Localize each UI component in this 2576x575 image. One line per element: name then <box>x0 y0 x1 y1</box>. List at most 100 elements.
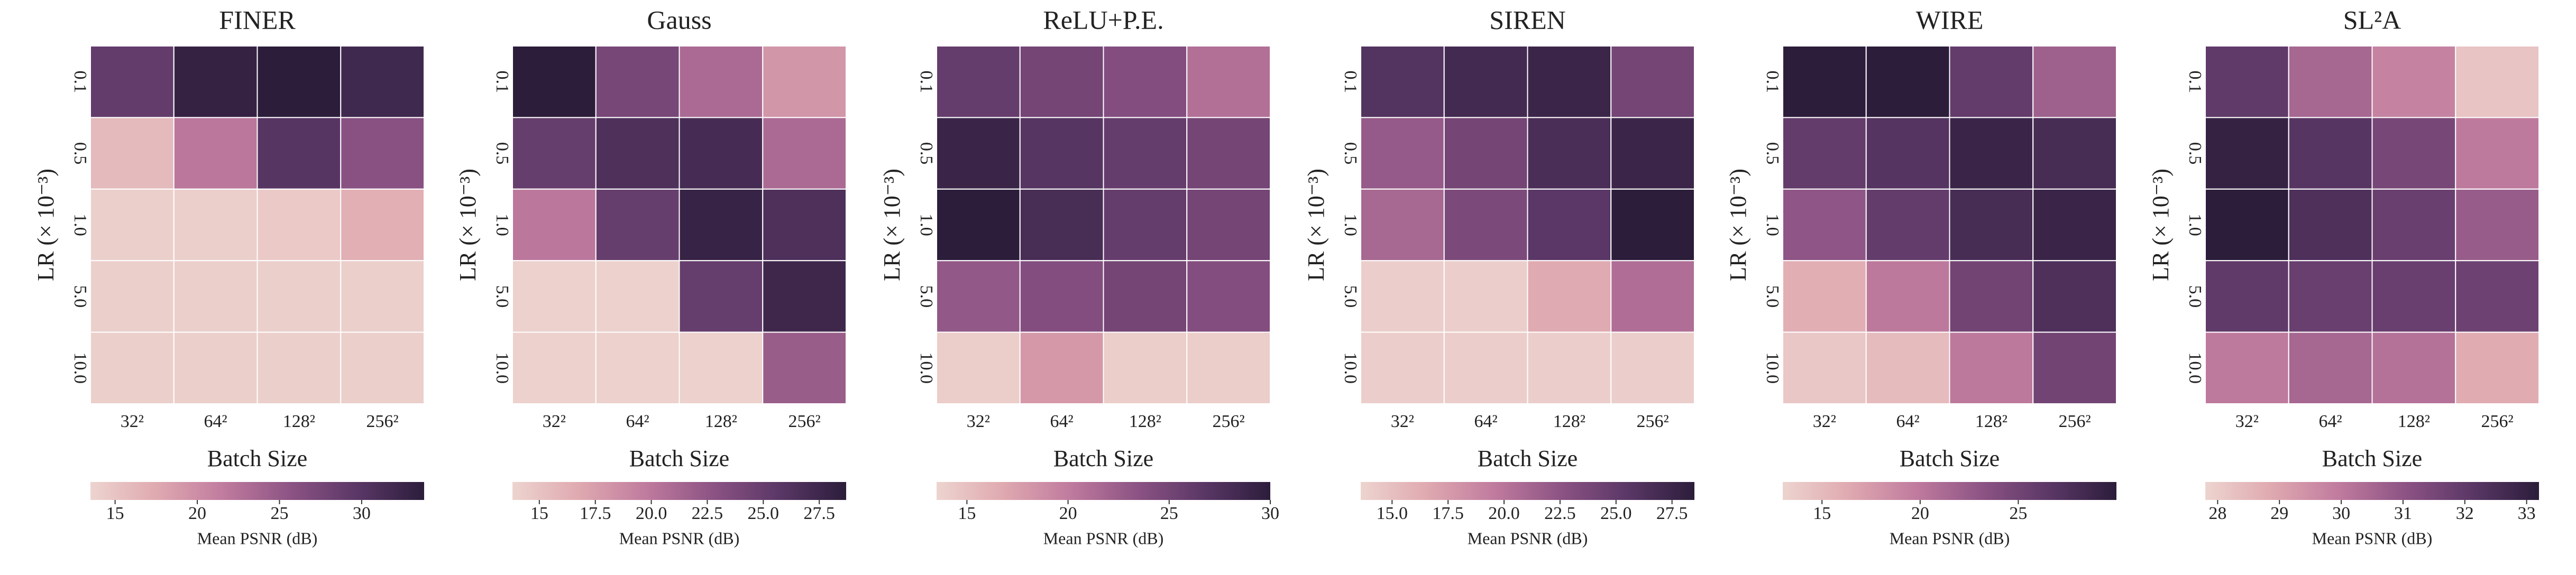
y-tick-label: 10.0 <box>70 353 90 384</box>
heatmap-cell <box>679 260 764 333</box>
heatmap-cell <box>1610 117 1695 190</box>
y-tick-label: 0.5 <box>492 142 512 165</box>
heatmap-cell <box>1019 188 1104 262</box>
heatmap-cell <box>595 45 680 118</box>
y-tick-label: 10.0 <box>1763 353 1782 384</box>
heatmap-cell <box>1360 117 1445 190</box>
y-tick-label: 5.0 <box>2185 285 2205 308</box>
heatmap-cell <box>1527 45 1612 118</box>
heatmap-cell <box>1527 188 1612 262</box>
x-tick-label: 128² <box>1129 412 1161 431</box>
heatmap-cell <box>1782 260 1867 333</box>
colorbar-tick-label: 30 <box>2332 504 2350 523</box>
heatmap-cell <box>936 188 1021 262</box>
heatmap-cell <box>1103 188 1188 262</box>
panel-title: Gauss <box>647 5 711 34</box>
heatmap-cell <box>1949 117 2034 190</box>
heatmap-cell <box>2205 188 2289 262</box>
heatmap-cell <box>340 188 425 262</box>
colorbar-label: Mean PSNR (dB) <box>1043 528 1164 548</box>
heatmap-cell <box>2371 45 2456 118</box>
heatmap-cell <box>1610 188 1695 262</box>
heatmap-cell <box>1019 45 1104 118</box>
heatmap-cell <box>173 188 258 262</box>
heatmap-cell <box>936 331 1021 404</box>
heatmap-cell <box>1103 331 1188 404</box>
x-axis-label: Batch Size <box>629 446 729 471</box>
heatmap-cell <box>2288 260 2373 333</box>
colorbar-label: Mean PSNR (dB) <box>1468 528 1588 548</box>
heatmap-cell <box>1443 45 1528 118</box>
heatmap-cell <box>1103 117 1188 190</box>
colorbar-tick-label: 25 <box>2009 504 2027 523</box>
heatmap-cell <box>679 117 764 190</box>
heatmap-cell <box>2288 331 2373 404</box>
y-axis-label: LR (× 10⁻³) <box>1725 169 1751 281</box>
heatmap-cell <box>1949 331 2034 404</box>
colorbar <box>512 482 846 500</box>
y-tick-label: 0.1 <box>2185 70 2205 93</box>
heatmap-cell <box>1443 188 1528 262</box>
y-tick-label: 0.1 <box>1763 70 1782 93</box>
heatmap-cell <box>2371 188 2456 262</box>
colorbar-tick-label: 15 <box>958 504 976 523</box>
colorbar-tick-label: 15 <box>1813 504 1831 523</box>
x-tick-label: 64² <box>1474 412 1498 431</box>
y-tick-label: 5.0 <box>70 285 90 308</box>
heatmap-cell <box>340 117 425 190</box>
heatmap-cell <box>512 331 597 404</box>
heatmap-cell <box>1865 331 1950 404</box>
colorbar-label: Mean PSNR (dB) <box>197 528 318 548</box>
heatmap-cell <box>1865 45 1950 118</box>
heatmap-cell <box>762 188 847 262</box>
x-tick-label: 128² <box>1975 412 2007 431</box>
heatmap-cell <box>2455 260 2540 333</box>
heatmap-cell <box>90 45 175 118</box>
colorbar-tick-label: 32 <box>2456 504 2474 523</box>
y-tick-label: 0.5 <box>916 142 936 165</box>
heatmap-cell <box>595 117 680 190</box>
heatmap-cell <box>2032 331 2117 404</box>
heatmap-cell <box>1103 260 1188 333</box>
colorbar-tick-label: 25 <box>1160 504 1178 523</box>
heatmap-cell <box>512 188 597 262</box>
heatmap-cell <box>1019 331 1104 404</box>
colorbar-tick-label: 15 <box>530 504 548 523</box>
heatmap-cell <box>1443 331 1528 404</box>
y-tick-label: 0.5 <box>70 142 90 165</box>
heatmap-cell <box>90 117 175 190</box>
heatmap-cell <box>2455 117 2540 190</box>
colorbar-tick-label: 30 <box>1261 504 1279 523</box>
heatmap-cell <box>256 188 342 262</box>
y-tick-label: 0.1 <box>1341 70 1360 93</box>
colorbar <box>90 482 424 500</box>
colorbar <box>937 482 1270 500</box>
heatmap-cell <box>679 45 764 118</box>
heatmap-cell <box>173 117 258 190</box>
colorbar-tick-label: 17.5 <box>580 504 611 523</box>
y-tick-label: 5.0 <box>492 285 512 308</box>
heatmap-cell <box>1527 260 1612 333</box>
y-tick-label: 5.0 <box>1763 285 1782 308</box>
x-axis-label: Batch Size <box>1053 446 1153 471</box>
heatmap-cell <box>340 45 425 118</box>
x-tick-label: 128² <box>283 412 315 431</box>
heatmap-cell <box>1782 45 1867 118</box>
heatmap-cell <box>1949 260 2034 333</box>
heatmap-cell <box>2455 188 2540 262</box>
y-tick-label: 0.5 <box>1341 142 1360 165</box>
heatmap-cell <box>1360 331 1445 404</box>
panel-title: FINER <box>219 5 296 34</box>
heatmap-cell <box>2205 260 2289 333</box>
colorbar-tick-label: 25.0 <box>1600 504 1632 523</box>
heatmap-cell <box>595 260 680 333</box>
y-tick-label: 10.0 <box>2185 353 2205 384</box>
colorbar <box>1361 482 1694 500</box>
heatmap-cell <box>1865 188 1950 262</box>
x-tick-label: 64² <box>1896 412 1920 431</box>
heatmap-cell <box>1610 45 1695 118</box>
heatmap-cell <box>173 260 258 333</box>
heatmap-cell <box>2455 45 2540 118</box>
heatmap-cell <box>256 45 342 118</box>
